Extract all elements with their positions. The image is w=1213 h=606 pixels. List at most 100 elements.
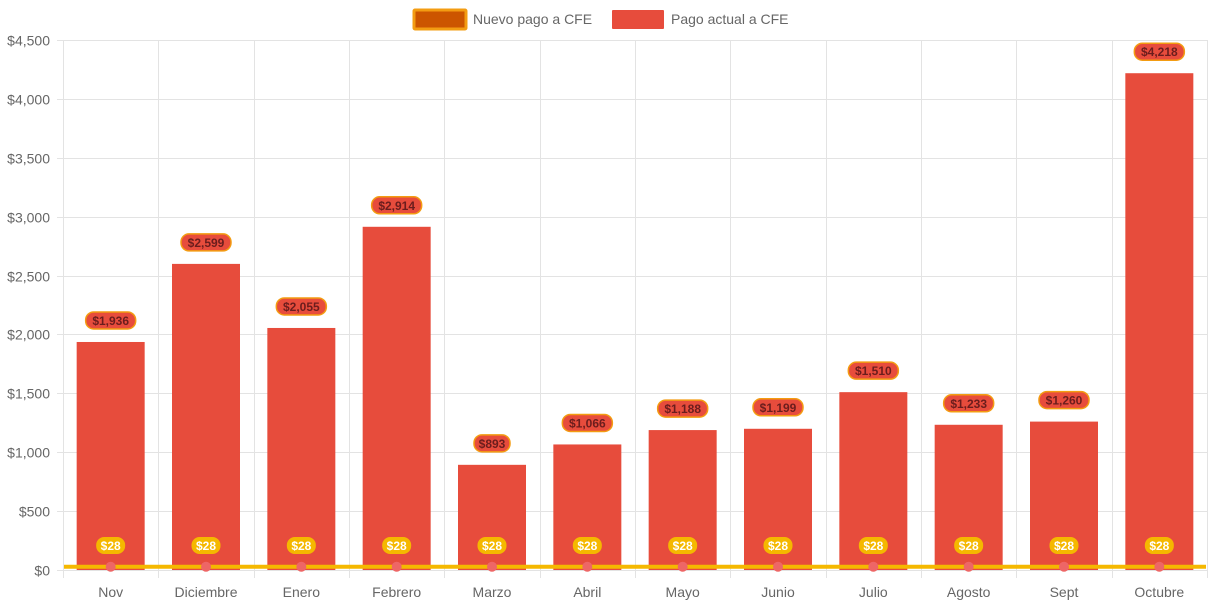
bar-value-label: $1,066 bbox=[569, 416, 606, 430]
bar[interactable] bbox=[267, 327, 336, 570]
bar-value-label-bg bbox=[656, 399, 709, 418]
x-tick-label: Diciembre bbox=[174, 584, 237, 600]
y-tick-label: $0 bbox=[34, 563, 50, 579]
bar-value-label-bg bbox=[942, 394, 995, 413]
line-value-label-bg bbox=[572, 537, 602, 554]
bar-value-label: $1,188 bbox=[664, 402, 701, 416]
bar-value-label-bg bbox=[1133, 42, 1186, 61]
x-tick-label: Agosto bbox=[947, 584, 991, 600]
line-value-label: $28 bbox=[1054, 539, 1074, 553]
line-value-label-bg bbox=[668, 537, 698, 554]
line-value-label-bg bbox=[1049, 537, 1079, 554]
line-point[interactable] bbox=[773, 561, 783, 572]
y-tick-label: $1,500 bbox=[7, 386, 50, 402]
line-value-label-bg bbox=[96, 537, 126, 554]
bar[interactable] bbox=[76, 341, 145, 570]
y-tick-label: $2,000 bbox=[7, 327, 50, 343]
y-tick-label: $4,500 bbox=[7, 33, 50, 49]
legend: Nuevo pago a CFE Pago actual a CFE bbox=[412, 8, 789, 31]
legend-item-current-payment[interactable]: Pago actual a CFE bbox=[612, 10, 789, 29]
bar[interactable] bbox=[1125, 73, 1194, 571]
bar-value-label-bg bbox=[1038, 390, 1090, 410]
line-value-label: $28 bbox=[387, 539, 407, 553]
bar-value-label: $4,218 bbox=[1141, 45, 1178, 59]
new-payment-line bbox=[64, 561, 1206, 572]
y-tick-label: $4,000 bbox=[7, 92, 50, 108]
bar-value-label-bg bbox=[180, 233, 232, 252]
bar-value-label-bg bbox=[752, 398, 804, 417]
bar-value-label: $1,936 bbox=[92, 314, 129, 328]
axes: $0 $500 $1,000 $1,500 $2,000 $2,500 $3,000 $3,5… bbox=[7, 33, 1184, 601]
bar-value-label: $1,260 bbox=[1046, 394, 1083, 408]
line-point[interactable] bbox=[487, 561, 497, 572]
bar[interactable] bbox=[458, 464, 526, 570]
bar-value-label: $2,914 bbox=[378, 199, 415, 213]
bar-value-label: $1,199 bbox=[760, 401, 797, 415]
legend-label-current-payment: Pago actual a CFE bbox=[671, 11, 789, 27]
line-point[interactable] bbox=[677, 561, 688, 572]
legend-swatch-new-payment bbox=[412, 8, 468, 31]
line-value-label: $28 bbox=[863, 539, 883, 553]
x-tick-label: Junio bbox=[761, 584, 795, 600]
bar-value-label-bg bbox=[473, 434, 511, 453]
line-point[interactable] bbox=[582, 561, 593, 572]
line-point[interactable] bbox=[201, 561, 211, 572]
x-tick-label: Abril bbox=[573, 584, 601, 600]
line-point[interactable] bbox=[1059, 561, 1069, 572]
x-tick-label: Nov bbox=[98, 584, 123, 600]
bar-value-label: $2,599 bbox=[188, 236, 225, 250]
line-point[interactable] bbox=[1154, 561, 1165, 572]
bar-value-label-bg bbox=[370, 196, 423, 215]
line-value-label-bg bbox=[286, 537, 316, 554]
x-tick-label: Julio bbox=[859, 584, 888, 600]
bar-value-label: $1,510 bbox=[855, 364, 892, 378]
line-point[interactable] bbox=[391, 561, 402, 572]
line-value-label: $28 bbox=[959, 539, 979, 553]
grid-lines bbox=[57, 40, 1208, 578]
line-value-label: $28 bbox=[101, 539, 121, 553]
y-tick-label: $500 bbox=[19, 504, 50, 520]
bar-value-label-bg bbox=[561, 413, 614, 433]
line-value-label-bg bbox=[858, 537, 888, 554]
y-tick-label: $1,000 bbox=[7, 445, 50, 461]
y-tick-label: $3,500 bbox=[7, 151, 50, 167]
line-value-label: $28 bbox=[577, 539, 597, 553]
line-value-label-bg bbox=[382, 537, 412, 554]
line-point[interactable] bbox=[963, 561, 974, 572]
x-tick-label: Mayo bbox=[666, 584, 700, 600]
line-point[interactable] bbox=[105, 561, 116, 572]
y-tick-label: $2,500 bbox=[7, 269, 50, 285]
bar-value-label: $2,055 bbox=[283, 300, 320, 314]
x-tick-label: Sept bbox=[1050, 584, 1079, 600]
x-tick-label: Enero bbox=[283, 584, 321, 600]
line-value-label: $28 bbox=[673, 539, 693, 553]
legend-swatch-current-payment bbox=[612, 10, 664, 29]
bar-value-label: $1,233 bbox=[950, 397, 987, 411]
bar-value-label-bg bbox=[847, 361, 900, 380]
line-value-label-bg bbox=[1144, 537, 1174, 554]
line-value-label-bg bbox=[477, 537, 507, 554]
line-value-label: $28 bbox=[291, 539, 311, 553]
line-value-label: $28 bbox=[768, 539, 788, 553]
bar-value-label: $893 bbox=[479, 437, 506, 451]
bar-value-label-bg bbox=[84, 311, 137, 330]
bar[interactable] bbox=[362, 226, 431, 570]
line-value-label: $28 bbox=[196, 539, 216, 553]
y-tick-label: $3,000 bbox=[7, 210, 50, 226]
x-tick-label: Octubre bbox=[1134, 584, 1184, 600]
data-labels: $1,936 $2,599 $2,055 $2,914 $893 $1,066 $1,188… bbox=[84, 42, 1186, 554]
legend-label-new-payment: Nuevo pago a CFE bbox=[473, 11, 592, 27]
bar[interactable] bbox=[172, 263, 240, 570]
bars bbox=[76, 73, 1194, 571]
legend-item-new-payment[interactable]: Nuevo pago a CFE bbox=[412, 8, 592, 31]
line-value-label-bg bbox=[191, 537, 221, 554]
x-tick-label: Marzo bbox=[473, 584, 512, 600]
line-value-label-bg bbox=[954, 537, 984, 554]
line-value-label: $28 bbox=[1149, 539, 1169, 553]
line-value-label: $28 bbox=[482, 539, 502, 553]
bar-value-label-bg bbox=[275, 297, 328, 316]
line-point[interactable] bbox=[296, 561, 307, 572]
line-point[interactable] bbox=[868, 561, 879, 572]
